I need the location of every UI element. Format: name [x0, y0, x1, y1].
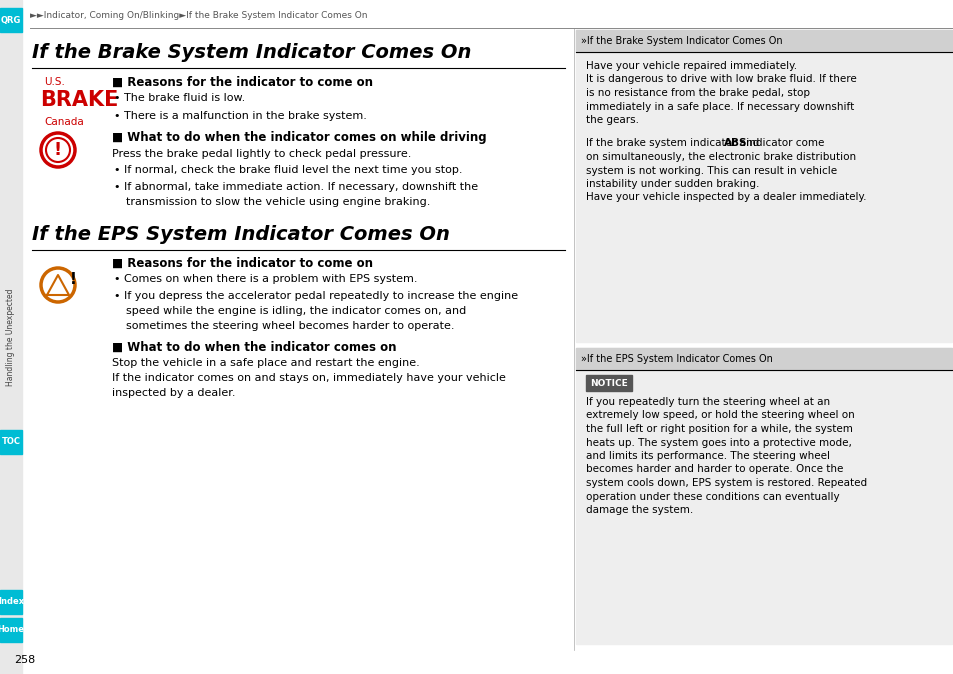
Text: transmission to slow the vehicle using engine braking.: transmission to slow the vehicle using e…: [126, 197, 430, 207]
Bar: [0, 430, 22, 454]
Text: 258: 258: [14, 655, 35, 665]
Text: TOC: TOC: [2, 437, 20, 446]
Text: immediately in a safe place. If necessary downshift: immediately in a safe place. If necessar…: [585, 102, 853, 111]
Text: It is dangerous to drive with low brake fluid. If there: It is dangerous to drive with low brake …: [585, 75, 856, 84]
Text: the gears.: the gears.: [585, 115, 639, 125]
Text: • There is a malfunction in the brake system.: • There is a malfunction in the brake sy…: [113, 111, 367, 121]
Bar: [0, 8, 22, 32]
Text: extremely low speed, or hold the steering wheel on: extremely low speed, or hold the steerin…: [585, 410, 854, 421]
Text: Press the brake pedal lightly to check pedal pressure.: Press the brake pedal lightly to check p…: [112, 149, 411, 159]
Text: U.S.: U.S.: [44, 77, 65, 87]
Text: ABS: ABS: [723, 138, 746, 148]
Text: !: !: [70, 272, 77, 288]
Text: damage the system.: damage the system.: [585, 505, 693, 515]
Bar: [576, 30, 951, 342]
Text: Handling the Unexpected: Handling the Unexpected: [7, 288, 15, 386]
Bar: [576, 348, 951, 644]
Text: »If the EPS System Indicator Comes On: »If the EPS System Indicator Comes On: [580, 354, 772, 364]
Text: If the indicator comes on and stays on, immediately have your vehicle: If the indicator comes on and stays on, …: [112, 373, 505, 383]
Text: ■ What to do when the indicator comes on while driving: ■ What to do when the indicator comes on…: [112, 131, 486, 144]
Text: system cools down, EPS system is restored. Repeated: system cools down, EPS system is restore…: [585, 478, 866, 488]
Text: !: !: [54, 141, 62, 159]
Text: ■ What to do when the indicator comes on: ■ What to do when the indicator comes on: [112, 340, 396, 353]
Text: Index: Index: [0, 597, 24, 607]
Text: Home: Home: [0, 625, 25, 634]
Text: becomes harder and harder to operate. Once the: becomes harder and harder to operate. On…: [585, 464, 842, 474]
Text: instability under sudden braking.: instability under sudden braking.: [585, 179, 759, 189]
Text: inspected by a dealer.: inspected by a dealer.: [112, 388, 235, 398]
Text: sometimes the steering wheel becomes harder to operate.: sometimes the steering wheel becomes har…: [126, 321, 454, 331]
Text: NOTICE: NOTICE: [590, 379, 627, 388]
Text: ■ Reasons for the indicator to come on: ■ Reasons for the indicator to come on: [112, 75, 373, 88]
Text: If you repeatedly turn the steering wheel at an: If you repeatedly turn the steering whee…: [585, 397, 829, 407]
Text: • Comes on when there is a problem with EPS system.: • Comes on when there is a problem with …: [113, 274, 417, 284]
Text: »If the Brake System Indicator Comes On: »If the Brake System Indicator Comes On: [580, 36, 781, 46]
Text: ►►Indicator, Coming On/Blinking►If the Brake System Indicator Comes On: ►►Indicator, Coming On/Blinking►If the B…: [30, 11, 367, 20]
Text: the full left or right position for a while, the system: the full left or right position for a wh…: [585, 424, 852, 434]
Text: • The brake fluid is low.: • The brake fluid is low.: [113, 93, 245, 103]
Text: • If you depress the accelerator pedal repeatedly to increase the engine: • If you depress the accelerator pedal r…: [113, 291, 517, 301]
Bar: [0, 618, 22, 642]
Text: is no resistance from the brake pedal, stop: is no resistance from the brake pedal, s…: [585, 88, 809, 98]
Text: and limits its performance. The steering wheel: and limits its performance. The steering…: [585, 451, 829, 461]
Bar: [576, 348, 951, 370]
Text: speed while the engine is idling, the indicator comes on, and: speed while the engine is idling, the in…: [126, 306, 466, 316]
Text: BRAKE: BRAKE: [40, 90, 118, 110]
Text: indicator come: indicator come: [742, 138, 823, 148]
Text: If the Brake System Indicator Comes On: If the Brake System Indicator Comes On: [32, 42, 471, 61]
Bar: [585, 375, 631, 391]
Text: heats up. The system goes into a protective mode,: heats up. The system goes into a protect…: [585, 437, 851, 448]
Bar: [576, 30, 951, 52]
Text: on simultaneously, the electronic brake distribution: on simultaneously, the electronic brake …: [585, 152, 855, 162]
Text: Have your vehicle repaired immediately.: Have your vehicle repaired immediately.: [585, 61, 797, 71]
Text: If the brake system indicator and: If the brake system indicator and: [585, 138, 761, 148]
Text: • If abnormal, take immediate action. If necessary, downshift the: • If abnormal, take immediate action. If…: [113, 182, 477, 192]
Text: Canada: Canada: [44, 117, 84, 127]
Bar: [0, 590, 22, 614]
Text: system is not working. This can result in vehicle: system is not working. This can result i…: [585, 166, 836, 175]
Text: Have your vehicle inspected by a dealer immediately.: Have your vehicle inspected by a dealer …: [585, 193, 865, 202]
Text: • If normal, check the brake fluid level the next time you stop.: • If normal, check the brake fluid level…: [113, 165, 462, 175]
Bar: [0, 0, 22, 674]
Text: QRG: QRG: [1, 16, 21, 24]
Text: ■ Reasons for the indicator to come on: ■ Reasons for the indicator to come on: [112, 257, 373, 270]
Text: If the EPS System Indicator Comes On: If the EPS System Indicator Comes On: [32, 226, 450, 245]
Text: Stop the vehicle in a safe place and restart the engine.: Stop the vehicle in a safe place and res…: [112, 358, 419, 368]
Text: operation under these conditions can eventually: operation under these conditions can eve…: [585, 491, 839, 501]
